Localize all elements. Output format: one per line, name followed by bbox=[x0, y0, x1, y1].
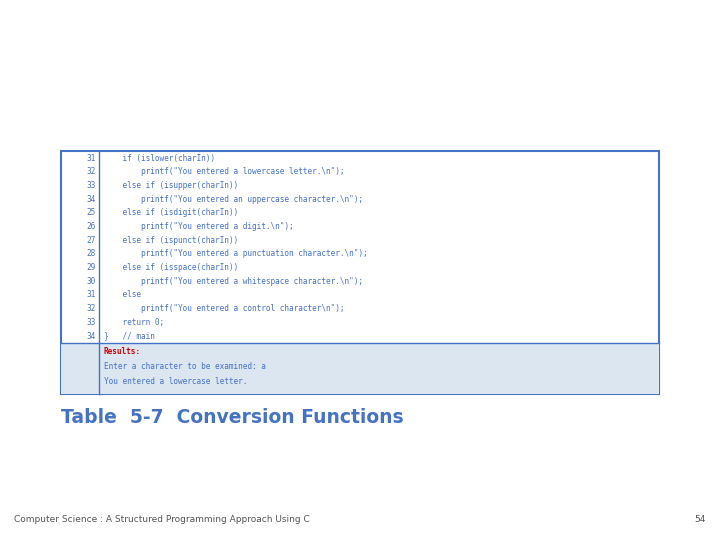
Text: if (islower(charIn)): if (islower(charIn)) bbox=[104, 153, 215, 163]
Text: 33: 33 bbox=[86, 318, 96, 327]
Text: 54: 54 bbox=[694, 515, 706, 524]
Text: else if (isupper(charIn)): else if (isupper(charIn)) bbox=[104, 181, 238, 190]
Text: 32: 32 bbox=[86, 304, 96, 313]
Text: }   // main: } // main bbox=[104, 332, 155, 341]
Text: printf("You entered a control character\n");: printf("You entered a control character\… bbox=[104, 304, 344, 313]
Text: 34: 34 bbox=[86, 332, 96, 341]
Text: printf("You entered a lowercase letter.\n");: printf("You entered a lowercase letter.\… bbox=[104, 167, 344, 176]
Text: 31: 31 bbox=[86, 291, 96, 300]
Text: return 0;: return 0; bbox=[104, 318, 164, 327]
Text: printf("You entered a digit.\n");: printf("You entered a digit.\n"); bbox=[104, 222, 293, 231]
FancyBboxPatch shape bbox=[61, 151, 659, 394]
Text: 28: 28 bbox=[86, 249, 96, 259]
Text: 31: 31 bbox=[86, 153, 96, 163]
Text: 33: 33 bbox=[86, 181, 96, 190]
Text: 27: 27 bbox=[86, 235, 96, 245]
Text: printf("You entered an uppercase character.\n");: printf("You entered an uppercase charact… bbox=[104, 194, 363, 204]
Text: Results:: Results: bbox=[104, 347, 140, 356]
Text: else if (isdigit(charIn)): else if (isdigit(charIn)) bbox=[104, 208, 238, 217]
Text: printf("You entered a punctuation character.\n");: printf("You entered a punctuation charac… bbox=[104, 249, 367, 259]
Text: 34: 34 bbox=[86, 194, 96, 204]
Text: else: else bbox=[104, 291, 140, 300]
Text: Enter a character to be examined: a: Enter a character to be examined: a bbox=[104, 362, 266, 371]
Text: else if (isspace(charIn)): else if (isspace(charIn)) bbox=[104, 263, 238, 272]
Text: Computer Science : A Structured Programming Approach Using C: Computer Science : A Structured Programm… bbox=[14, 515, 310, 524]
Text: else if (ispunct(charIn)): else if (ispunct(charIn)) bbox=[104, 235, 238, 245]
FancyBboxPatch shape bbox=[61, 343, 659, 394]
Text: 30: 30 bbox=[86, 277, 96, 286]
Text: 25: 25 bbox=[86, 208, 96, 217]
Text: 29: 29 bbox=[86, 263, 96, 272]
Text: printf("You entered a whitespace character.\n");: printf("You entered a whitespace charact… bbox=[104, 277, 363, 286]
Text: 32: 32 bbox=[86, 167, 96, 176]
Text: 26: 26 bbox=[86, 222, 96, 231]
Text: You entered a lowercase letter.: You entered a lowercase letter. bbox=[104, 376, 247, 386]
Text: Table  5-7  Conversion Functions: Table 5-7 Conversion Functions bbox=[61, 408, 404, 427]
